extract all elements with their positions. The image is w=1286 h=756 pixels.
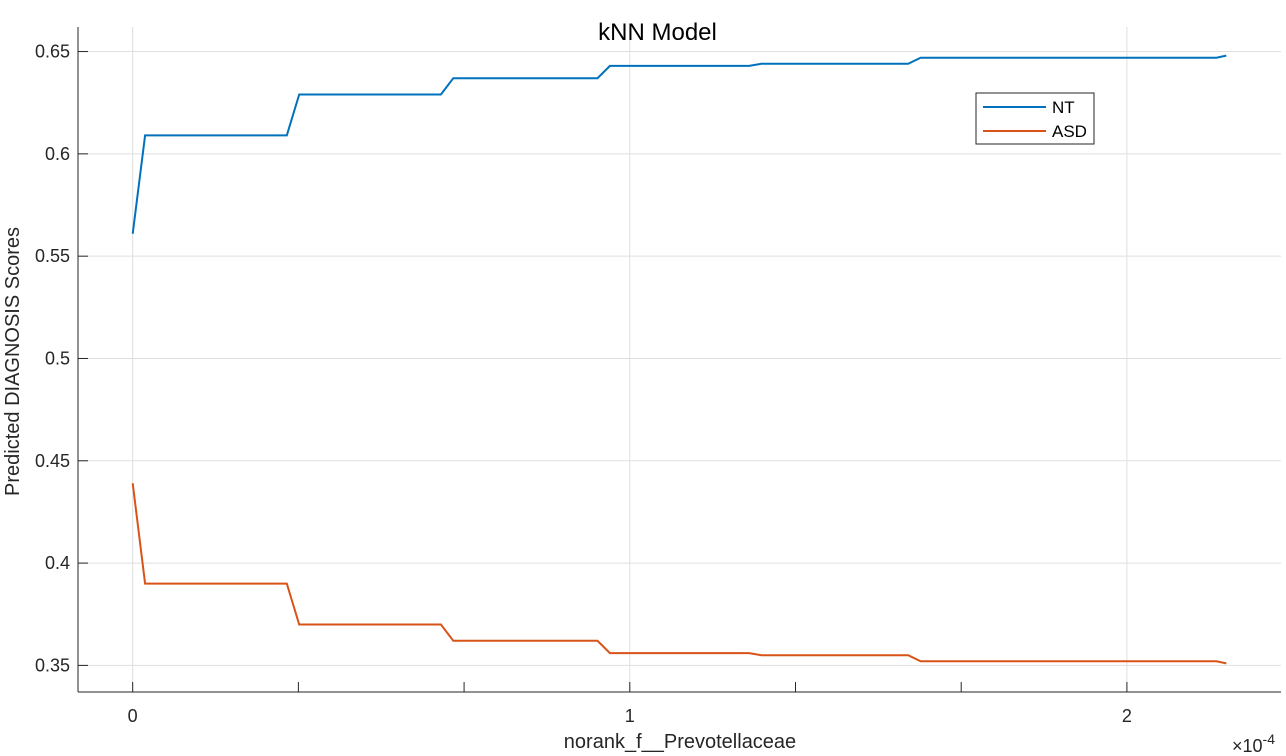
chart-title: kNN Model	[598, 19, 717, 46]
y-tick-label: 0.4	[45, 553, 70, 573]
y-axis-label: Predicted DIAGNOSIS Scores	[2, 227, 24, 496]
grid-lines	[78, 27, 1281, 692]
tick-labels: 0 1 2 0.35 0.4 0.45 0.5 0.55 0.6 0.65	[35, 42, 1132, 726]
y-tick-label: 0.45	[35, 451, 70, 471]
x-axis-exponent-base: ×10	[1232, 736, 1263, 756]
x-axis-exponent-power: -4	[1263, 731, 1276, 747]
legend-label-nt: NT	[1052, 98, 1075, 117]
series-line-nt	[131, 54, 1227, 234]
x-axis-exponent: ×10-4	[1232, 731, 1275, 756]
y-tick-label: 0.55	[35, 246, 70, 266]
x-axis-label: norank_f__Prevotellaceae	[564, 731, 796, 753]
y-tick-label: 0.5	[45, 348, 70, 368]
legend: NT ASD	[975, 92, 1095, 145]
legend-box	[975, 92, 1095, 145]
x-tick-label: 2	[1122, 706, 1132, 726]
series-lines	[131, 54, 1227, 665]
x-tick-label: 0	[128, 706, 138, 726]
series-line-asd	[131, 483, 1227, 665]
axes	[77, 27, 1281, 693]
plot-area	[78, 27, 1281, 692]
legend-label-asd: ASD	[1052, 122, 1087, 141]
y-tick-label: 0.6	[45, 144, 70, 164]
y-tick-label: 0.35	[35, 655, 70, 675]
y-tick-label: 0.65	[35, 42, 70, 62]
x-tick-label: 1	[625, 706, 635, 726]
